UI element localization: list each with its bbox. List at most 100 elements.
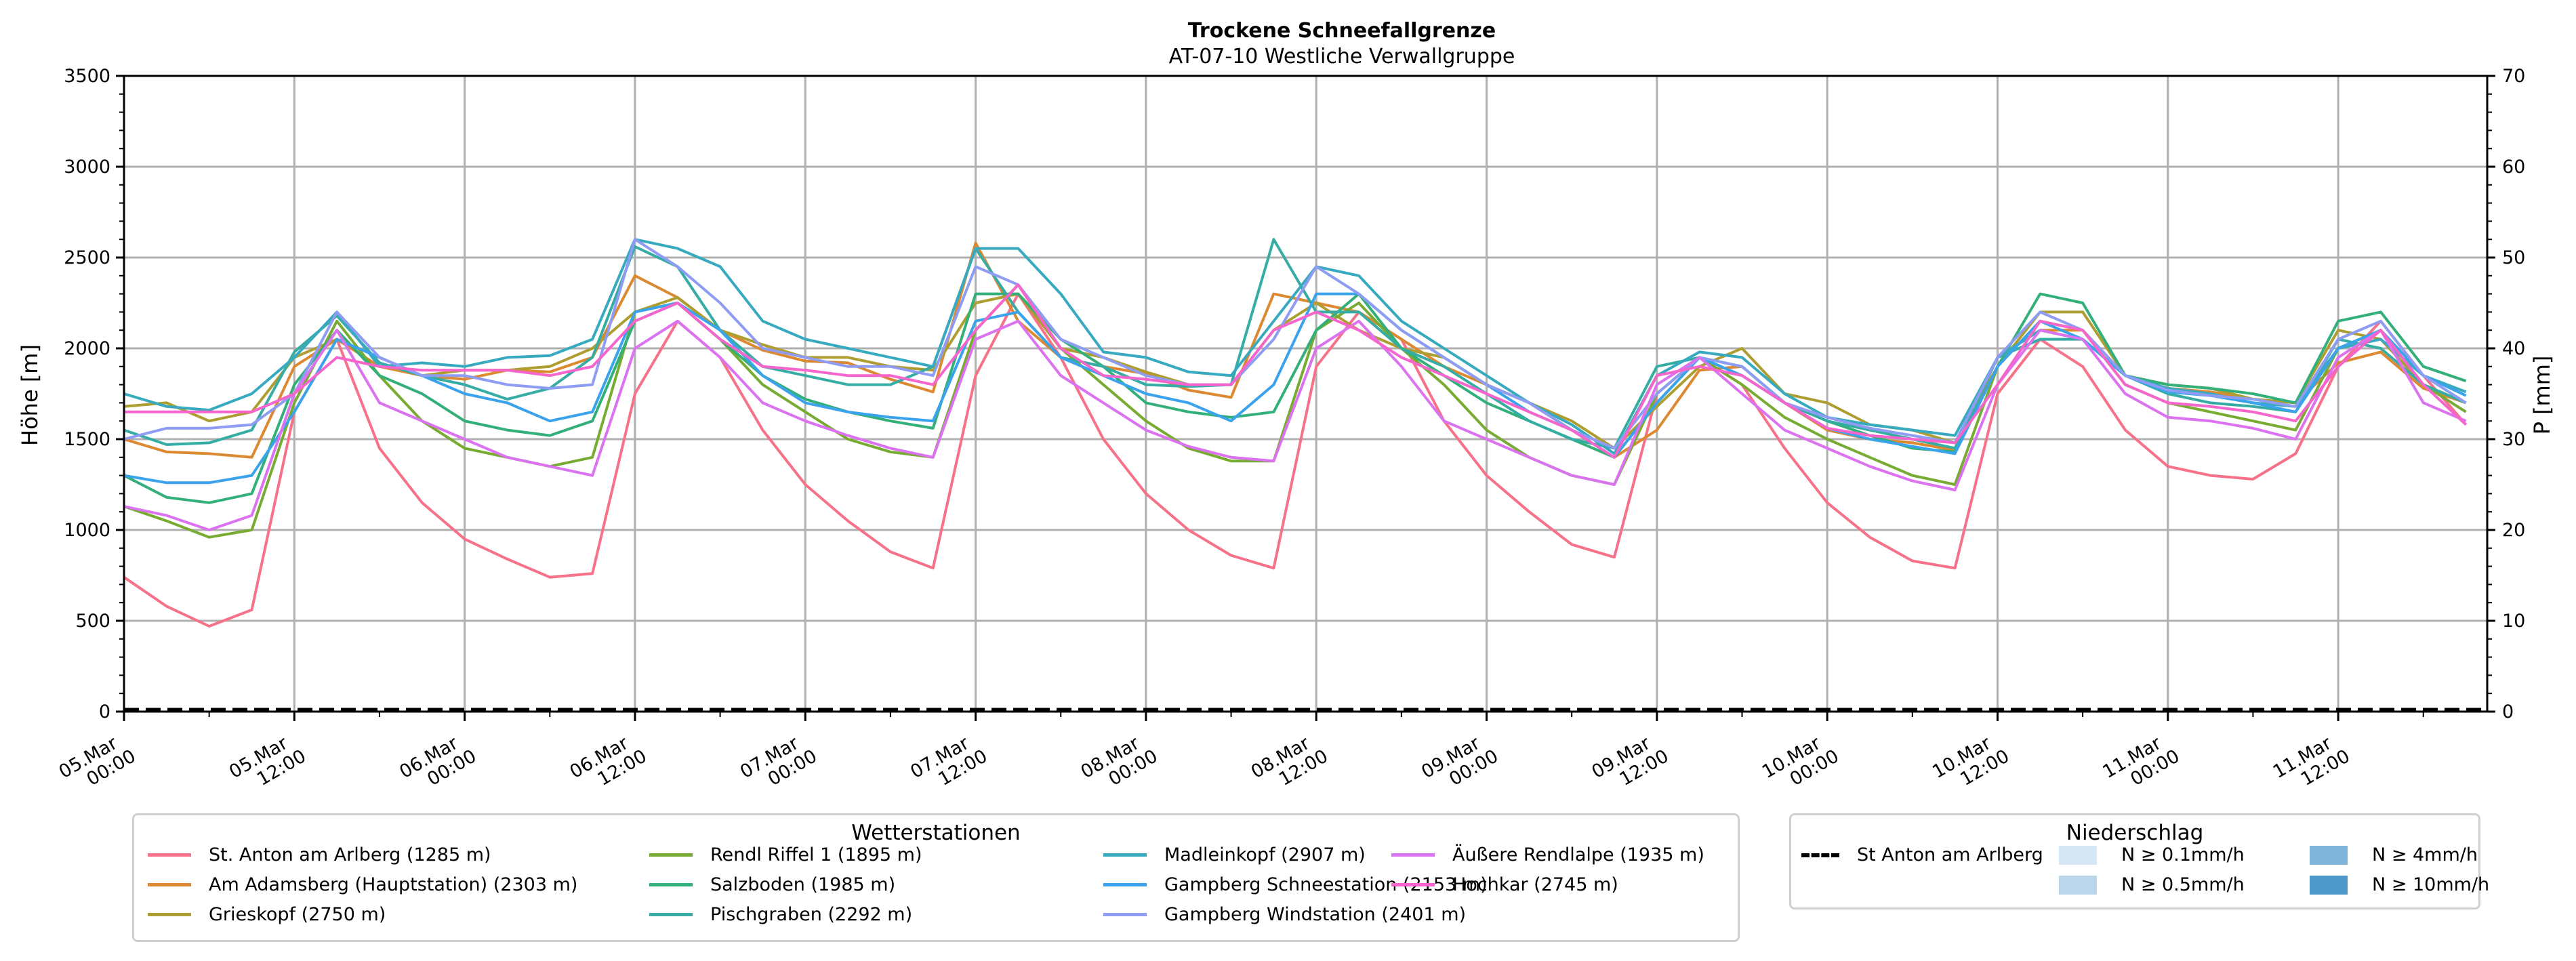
y-tick-label: 1000 bbox=[64, 520, 110, 541]
y2-tick-label: 60 bbox=[2502, 157, 2525, 178]
y2-tick-label: 10 bbox=[2502, 611, 2525, 632]
grid bbox=[124, 76, 2487, 712]
legend-item-station: Madleinkopf (2907 m) bbox=[1103, 844, 1366, 865]
legend-swatch bbox=[148, 853, 191, 857]
y2-tick-label: 40 bbox=[2502, 338, 2525, 359]
legend-item-station: Äußere Rendlalpe (1935 m) bbox=[1391, 844, 1704, 865]
legend-swatch bbox=[1391, 853, 1435, 857]
legend-item-precip: N ≥ 4mm/h bbox=[2310, 844, 2478, 865]
y2-tick-label: 30 bbox=[2502, 429, 2525, 450]
legend-swatch bbox=[2310, 875, 2348, 895]
legend-item-station: Salzboden (1985 m) bbox=[649, 874, 895, 895]
legend-label: N ≥ 0.1mm/h bbox=[2121, 844, 2245, 865]
y-tick-label: 2500 bbox=[64, 247, 110, 268]
legend-item-station: Hochkar (2745 m) bbox=[1391, 874, 1618, 895]
y-tick-label: 500 bbox=[75, 611, 110, 632]
legend-item-station: Grieskopf (2750 m) bbox=[148, 904, 386, 925]
legend-label: Salzboden (1985 m) bbox=[710, 874, 896, 895]
series-line-7 bbox=[123, 238, 2467, 455]
legend-item-precip: N ≥ 0.1mm/h bbox=[2059, 844, 2245, 865]
legend-label: Äußere Rendlalpe (1935 m) bbox=[1452, 844, 1704, 865]
legend-swatch bbox=[1103, 913, 1147, 916]
legend-swatch bbox=[1103, 883, 1147, 886]
plot-frame bbox=[123, 75, 2489, 713]
series-line-3 bbox=[123, 292, 2467, 450]
series-line-4 bbox=[123, 283, 2467, 539]
series-lines bbox=[123, 238, 2468, 628]
legend-label: Madleinkopf (2907 m) bbox=[1164, 844, 1366, 865]
legend-item-precip: N ≥ 0.5mm/h bbox=[2059, 874, 2245, 895]
y2-tick-label: 20 bbox=[2502, 520, 2525, 541]
legend-stations: Wetterstationen St. Anton am Arlberg (12… bbox=[132, 813, 1740, 942]
chart-subtitle: AT-07-10 Westliche Verwallgruppe bbox=[1169, 45, 1515, 68]
legend-label: Am Adamsberg (Hauptstation) (2303 m) bbox=[209, 874, 578, 895]
legend-swatch bbox=[1801, 853, 1839, 857]
legend-item-station: Am Adamsberg (Hauptstation) (2303 m) bbox=[148, 874, 577, 895]
legend-label: N ≥ 0.5mm/h bbox=[2121, 874, 2245, 895]
legend-swatch bbox=[148, 913, 191, 916]
legend-label: N ≥ 4mm/h bbox=[2372, 844, 2478, 865]
y2-tick-label: 50 bbox=[2502, 247, 2525, 268]
legend-label: Pischgraben (2292 m) bbox=[710, 904, 913, 925]
y-tick-label: 3500 bbox=[64, 66, 110, 87]
y-tick-label: 2000 bbox=[64, 338, 110, 359]
y-tick-label: 3000 bbox=[64, 157, 110, 178]
legend-precip-title: Niederschlag bbox=[2066, 821, 2204, 845]
legend-swatch bbox=[2059, 875, 2097, 895]
series-line-11 bbox=[124, 283, 2467, 459]
y-axis-left: 0 500 1000 1500 2000 2500 3000 3500 bbox=[64, 66, 124, 722]
y2-axis-label: P [mm] bbox=[2529, 356, 2555, 435]
legend-label: N ≥ 10mm/h bbox=[2372, 874, 2490, 895]
legend-label: Grieskopf (2750 m) bbox=[209, 904, 386, 925]
legend-stations-title: Wetterstationen bbox=[851, 821, 1021, 845]
legend-item-station: St. Anton am Arlberg (1285 m) bbox=[148, 844, 491, 865]
series-line-8 bbox=[123, 292, 2467, 485]
legend-item-precip: St Anton am Arlberg bbox=[1801, 844, 2043, 865]
legend-swatch bbox=[649, 853, 693, 857]
legend-swatch bbox=[148, 883, 191, 886]
legend-label: St. Anton am Arlberg (1285 m) bbox=[209, 844, 491, 865]
legend-item-station: Pischgraben (2292 m) bbox=[649, 904, 912, 925]
y-tick-label: 1500 bbox=[64, 429, 110, 450]
chart-title: Trockene Schneefallgrenze bbox=[1188, 19, 1496, 43]
legend-label: St Anton am Arlberg bbox=[1857, 844, 2043, 865]
legend-item-station: Rendl Riffel 1 (1895 m) bbox=[649, 844, 922, 865]
series-line-9 bbox=[123, 238, 2467, 450]
legend-label: Gampberg Windstation (2401 m) bbox=[1164, 904, 1467, 925]
y-axis-right: 0 10 20 30 40 50 60 70 bbox=[2487, 66, 2525, 722]
legend-swatch bbox=[2059, 845, 2097, 865]
legend-precip: Niederschlag St Anton am Arlberg N ≥ 0.1m… bbox=[1789, 813, 2489, 909]
legend-swatch bbox=[649, 883, 693, 886]
series-line-10 bbox=[123, 319, 2467, 531]
legend-swatch bbox=[1391, 883, 1435, 886]
legend-swatch bbox=[2310, 845, 2348, 865]
legend-swatch bbox=[1103, 853, 1147, 857]
y2-tick-label: 0 bbox=[2502, 701, 2514, 722]
legend-label: Rendl Riffel 1 (1895 m) bbox=[710, 844, 922, 865]
y-axis-label: Höhe [m] bbox=[17, 344, 43, 446]
series-line-1 bbox=[123, 292, 2468, 628]
legend-label: Hochkar (2745 m) bbox=[1452, 874, 1618, 895]
y2-tick-label: 70 bbox=[2502, 66, 2525, 87]
legend-item-precip: N ≥ 10mm/h bbox=[2310, 874, 2489, 895]
legend-swatch bbox=[649, 913, 693, 916]
series-line-5 bbox=[123, 292, 2467, 504]
series-line-6 bbox=[123, 238, 2467, 450]
y-tick-label: 0 bbox=[99, 701, 110, 722]
